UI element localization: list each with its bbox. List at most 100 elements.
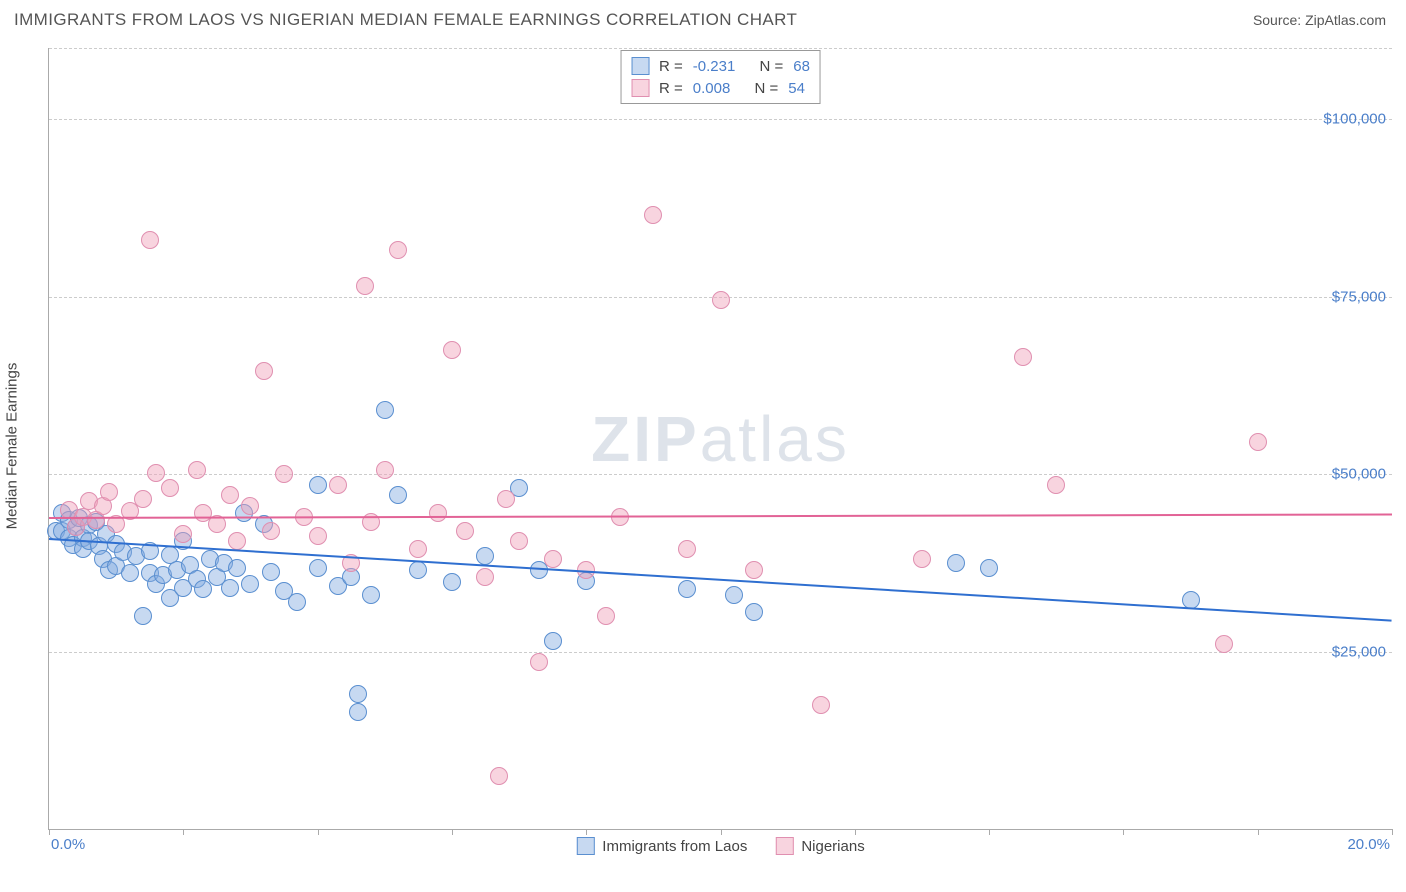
data-point-laos: [241, 575, 259, 593]
data-point-nigerians: [678, 540, 696, 558]
data-point-laos: [476, 547, 494, 565]
value-n-laos: 68: [793, 58, 810, 75]
swatch-laos: [576, 837, 594, 855]
legend-row-nigerians: R = 0.008 N = 54: [631, 77, 810, 99]
data-point-nigerians: [255, 362, 273, 380]
data-point-nigerians: [409, 540, 427, 558]
watermark: ZIPatlas: [591, 402, 850, 476]
data-point-laos: [309, 559, 327, 577]
data-point-laos: [228, 559, 246, 577]
data-point-nigerians: [356, 277, 374, 295]
x-tick: [721, 829, 722, 835]
data-point-laos: [349, 703, 367, 721]
gridline: [49, 652, 1392, 653]
data-point-nigerians: [100, 483, 118, 501]
data-point-laos: [221, 579, 239, 597]
data-point-laos: [389, 486, 407, 504]
legend-row-laos: R = -0.231 N = 68: [631, 55, 810, 77]
data-point-nigerians: [1047, 476, 1065, 494]
gridline: [49, 119, 1392, 120]
data-point-nigerians: [497, 490, 515, 508]
data-point-laos: [376, 401, 394, 419]
data-point-nigerians: [712, 291, 730, 309]
x-tick: [855, 829, 856, 835]
data-point-nigerians: [1249, 433, 1267, 451]
data-point-nigerians: [913, 550, 931, 568]
y-tick-label: $100,000: [1323, 111, 1386, 128]
x-tick-min: 0.0%: [51, 836, 85, 853]
data-point-nigerians: [490, 767, 508, 785]
data-point-laos: [947, 554, 965, 572]
data-point-nigerians: [241, 497, 259, 515]
data-point-nigerians: [262, 522, 280, 540]
data-point-nigerians: [745, 561, 763, 579]
data-point-nigerians: [429, 504, 447, 522]
y-axis-label: Median Female Earnings: [4, 363, 21, 530]
x-tick: [1123, 829, 1124, 835]
data-point-laos: [121, 564, 139, 582]
series-legend: Immigrants from Laos Nigerians: [576, 837, 864, 855]
data-point-nigerians: [188, 461, 206, 479]
data-point-nigerians: [389, 241, 407, 259]
gridline: [49, 48, 1392, 49]
plot-wrap: ZIPatlas R = -0.231 N = 68 R = 0.008 N =…: [48, 48, 1392, 858]
x-tick: [318, 829, 319, 835]
data-point-laos: [262, 563, 280, 581]
data-point-laos: [134, 607, 152, 625]
y-tick-label: $75,000: [1332, 288, 1386, 305]
x-tick: [49, 829, 50, 835]
x-tick: [989, 829, 990, 835]
data-point-nigerians: [221, 486, 239, 504]
data-point-nigerians: [443, 341, 461, 359]
label-n: N =: [755, 80, 779, 97]
value-n-nigerians: 54: [788, 80, 805, 97]
data-point-nigerians: [329, 476, 347, 494]
data-point-laos: [349, 685, 367, 703]
data-point-nigerians: [228, 532, 246, 550]
data-point-nigerians: [1014, 348, 1032, 366]
data-point-nigerians: [812, 696, 830, 714]
data-point-laos: [409, 561, 427, 579]
x-tick: [1258, 829, 1259, 835]
x-tick: [452, 829, 453, 835]
label-r: R =: [659, 58, 683, 75]
data-point-nigerians: [309, 527, 327, 545]
data-point-laos: [362, 586, 380, 604]
data-point-nigerians: [174, 525, 192, 543]
y-tick-label: $25,000: [1332, 643, 1386, 660]
gridline: [49, 474, 1392, 475]
source-label: Source: ZipAtlas.com: [1253, 12, 1386, 28]
legend-item-nigerians: Nigerians: [775, 837, 864, 855]
legend-label-laos: Immigrants from Laos: [602, 838, 747, 855]
x-tick: [1392, 829, 1393, 835]
data-point-laos: [288, 593, 306, 611]
value-r-nigerians: 0.008: [693, 80, 731, 97]
value-r-laos: -0.231: [693, 58, 736, 75]
data-point-nigerians: [161, 479, 179, 497]
data-point-laos: [309, 476, 327, 494]
data-point-nigerians: [456, 522, 474, 540]
data-point-nigerians: [275, 465, 293, 483]
swatch-laos: [631, 57, 649, 75]
data-point-laos: [678, 580, 696, 598]
data-point-nigerians: [544, 550, 562, 568]
y-tick-label: $50,000: [1332, 466, 1386, 483]
swatch-nigerians: [775, 837, 793, 855]
label-r: R =: [659, 80, 683, 97]
legend-label-nigerians: Nigerians: [801, 838, 864, 855]
data-point-nigerians: [141, 231, 159, 249]
data-point-nigerians: [134, 490, 152, 508]
x-tick: [586, 829, 587, 835]
label-n: N =: [760, 58, 784, 75]
x-tick-max: 20.0%: [1347, 836, 1390, 853]
swatch-nigerians: [631, 79, 649, 97]
data-point-laos: [544, 632, 562, 650]
data-point-nigerians: [476, 568, 494, 586]
data-point-nigerians: [510, 532, 528, 550]
data-point-nigerians: [597, 607, 615, 625]
data-point-nigerians: [376, 461, 394, 479]
data-point-nigerians: [530, 653, 548, 671]
chart-title: IMMIGRANTS FROM LAOS VS NIGERIAN MEDIAN …: [14, 10, 797, 30]
correlation-legend: R = -0.231 N = 68 R = 0.008 N = 54: [620, 50, 821, 104]
title-bar: IMMIGRANTS FROM LAOS VS NIGERIAN MEDIAN …: [0, 0, 1406, 36]
